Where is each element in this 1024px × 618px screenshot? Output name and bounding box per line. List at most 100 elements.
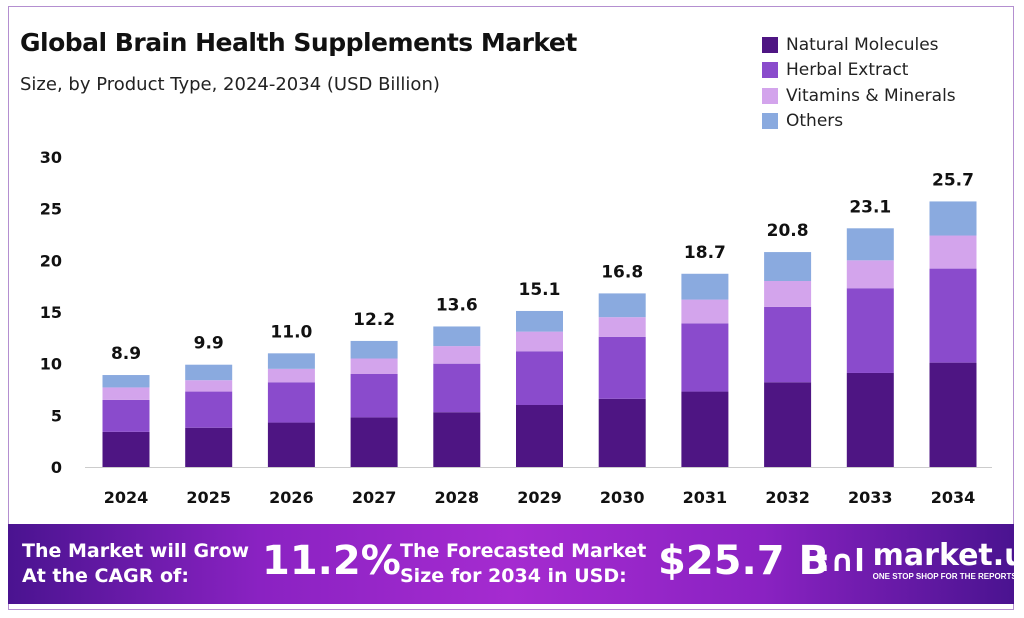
y-tick-label: 0 [51,458,62,477]
bar-segment-others [516,310,563,332]
x-tick-label: 2027 [352,488,397,507]
total-label: 16.8 [601,262,643,282]
bar-segment-others [350,340,398,359]
total-label: 8.9 [111,344,141,364]
x-tick-label: 2025 [186,488,231,507]
cagr-value: 11.2% [262,538,401,584]
cagr-label-line2: At the CAGR of: [22,565,189,587]
forecast-label: The Forecasted Market Size for 2034 in U… [400,539,646,589]
legend-label: Natural Molecules [786,34,939,55]
chart-subtitle: Size, by Product Type, 2024-2034 (USD Bi… [20,74,440,95]
chart-title: Global Brain Health Supplements Market [20,28,577,57]
forecast-label-line1: The Forecasted Market [400,540,647,562]
bar-segment-herbal-extract [846,288,894,373]
x-tick-label: 2031 [683,488,728,507]
bar-segment-others [764,252,812,281]
total-label: 12.2 [353,310,395,330]
bar-segment-herbal-extract [681,323,729,392]
x-tick-label: 2024 [104,488,149,507]
bar-segment-others [433,326,481,347]
bar-segment-herbal-extract [516,351,563,405]
bar-segment-herbal-extract [764,306,812,383]
legend-item: Natural Molecules [762,32,956,58]
bar-segment-vitamins-minerals [102,387,150,400]
legend-item: Vitamins & Minerals [762,83,956,109]
logo-icon: :∩l [818,543,865,579]
bar-segment-vitamins-minerals [846,260,894,289]
bar-segment-natural-molecules [350,417,398,467]
bar-segment-herbal-extract [185,391,233,428]
bar-segment-herbal-extract [433,363,481,413]
total-label: 18.7 [684,243,726,263]
forecast-label-line2: Size for 2034 in USD: [400,565,627,587]
legend-item: Others [762,109,956,135]
summary-banner: The Market will Grow At the CAGR of: 11.… [8,524,1024,604]
total-label: 20.8 [767,221,809,241]
bar-segment-vitamins-minerals [598,317,646,337]
x-tick-label: 2026 [269,488,314,507]
y-tick-label: 5 [51,406,62,425]
logo-tagline: ONE STOP SHOP FOR THE REPORTS [872,572,1017,581]
legend-swatch [762,87,778,104]
bar-segment-natural-molecules [598,398,646,467]
chart-plot: 0510152025308.920249.9202511.0202612.220… [40,148,992,507]
legend: Natural Molecules Herbal Extract Vitamins … [762,32,956,134]
bar-segment-natural-molecules [516,405,563,467]
bar-segment-vitamins-minerals [185,380,233,392]
x-tick-label: 2028 [435,488,480,507]
y-tick-label: 10 [40,355,62,374]
bar-segment-natural-molecules [267,422,315,467]
market-us-logo: :∩l market.us ONE STOP SHOP FOR THE REPO… [818,540,1024,582]
bar-segment-natural-molecules [846,372,894,467]
bar-segment-others [929,201,977,236]
chart-frame [8,6,1014,610]
bar-segment-natural-molecules [764,382,812,467]
bar-segment-herbal-extract [929,268,977,363]
bar-segment-vitamins-minerals [267,368,315,383]
bar-segment-others [598,293,646,318]
bar-segment-herbal-extract [350,374,398,418]
legend-item: Herbal Extract [762,58,956,84]
bar-segment-natural-molecules [681,391,729,467]
y-tick-label: 15 [40,303,62,322]
bar-segment-vitamins-minerals [929,235,977,269]
total-label: 9.9 [194,334,224,354]
bar-segment-others [681,273,729,300]
y-tick-label: 20 [40,251,62,270]
forecast-value: $25.7 B [658,538,829,584]
y-tick-label: 25 [40,200,62,219]
cagr-label: The Market will Grow At the CAGR of: [22,539,249,589]
bar-segment-natural-molecules [185,427,233,467]
bar-segment-herbal-extract [598,336,646,399]
legend-swatch [762,113,778,130]
total-label: 11.0 [270,322,312,342]
bar-segment-natural-molecules [102,431,150,467]
bar-segment-others [185,364,233,381]
legend-label: Others [786,111,844,132]
legend-label: Vitamins & Minerals [786,85,956,106]
x-tick-label: 2030 [600,488,645,507]
total-label: 13.6 [436,295,478,315]
x-tick-label: 2029 [517,488,562,507]
y-tick-label: 30 [40,148,62,167]
logo-name: market.us [872,538,1024,573]
x-tick-label: 2032 [765,488,810,507]
legend-label: Herbal Extract [786,60,909,81]
bar-segment-vitamins-minerals [681,299,729,324]
x-tick-label: 2034 [931,488,976,507]
total-label: 25.7 [932,170,974,190]
bar-segment-others [846,228,894,261]
bar-segment-others [267,353,315,369]
bar-segment-herbal-extract [102,399,150,432]
total-label: 23.1 [849,197,891,217]
bar-segment-natural-molecules [929,362,977,467]
bar-segment-vitamins-minerals [516,331,563,352]
bar-segment-natural-molecules [433,412,481,467]
total-label: 15.1 [519,280,561,300]
legend-swatch [762,36,778,53]
bar-segment-vitamins-minerals [764,281,812,307]
cagr-label-line1: The Market will Grow [22,540,250,562]
bar-segment-others [102,375,150,388]
legend-swatch [762,62,778,79]
bar-segment-vitamins-minerals [350,358,398,374]
